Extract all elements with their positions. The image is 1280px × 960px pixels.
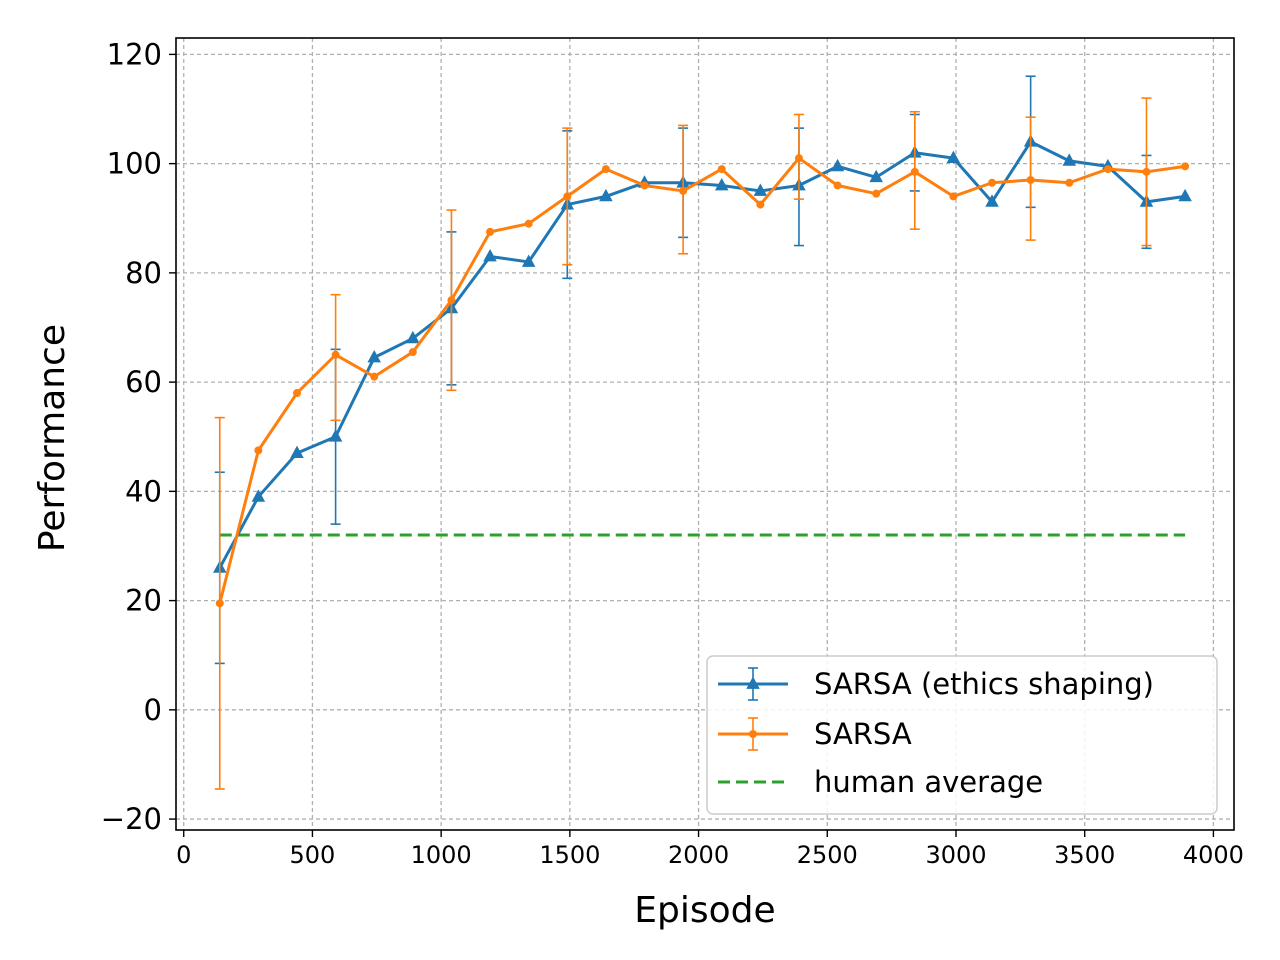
sarsa-ethics-point (714, 177, 729, 191)
sarsa-ethics-point (985, 194, 999, 207)
sarsa-point (910, 167, 919, 176)
x-tick-label: 500 (290, 841, 336, 869)
x-tick-label: 0 (176, 841, 191, 869)
sarsa-point (833, 181, 842, 190)
sarsa-point (1142, 167, 1151, 176)
x-tick-label: 3000 (925, 841, 986, 869)
sarsa-ethics-point (483, 248, 497, 262)
y-tick-label: 20 (125, 584, 162, 618)
sarsa-point (988, 178, 997, 187)
series-layer (213, 75, 1192, 790)
sarsa-point (601, 165, 610, 174)
x-tick-label: 3500 (1054, 841, 1115, 869)
y-tick-label: 60 (125, 365, 162, 399)
sarsa-point (640, 181, 649, 190)
sarsa-ethics-line (218, 140, 1186, 569)
y-tick-label: −20 (101, 802, 162, 836)
legend: SARSA (ethics shaping) SARSA human average (706, 655, 1218, 815)
sarsa-point (872, 189, 881, 198)
sarsa-point (949, 192, 958, 201)
x-tick-label: 2000 (668, 841, 729, 869)
x-tick-label: 4000 (1183, 841, 1244, 869)
axes-frame (175, 37, 1235, 831)
sarsa-ethics-point (946, 150, 961, 164)
sarsa-ethics-point (521, 254, 536, 267)
sarsa-ethics-point (1062, 153, 1077, 166)
legend-box (706, 655, 1218, 815)
sarsa-ethics-point (1178, 188, 1192, 202)
y-tick-label: 80 (125, 256, 162, 290)
y-tick-label: 40 (125, 474, 162, 508)
x-tick-label: 1000 (411, 841, 472, 869)
sarsa-point (292, 389, 301, 398)
sarsa-ethics-point (830, 158, 845, 172)
x-axis-label: Episode (634, 890, 775, 931)
sarsa-ethics-point (753, 183, 768, 196)
legend-marker-sarsa-ethics (746, 676, 760, 689)
y-axis-label: Performance (32, 324, 73, 552)
sarsa-point (563, 192, 572, 201)
sarsa-point (408, 348, 417, 357)
y-tick-label: 100 (107, 147, 162, 181)
sarsa-ethics-point (406, 330, 420, 344)
sarsa-point (794, 154, 803, 163)
sarsa-point (447, 296, 456, 305)
legend-label-sarsa-ethics: SARSA (ethics shaping) (814, 667, 1154, 701)
y-tick-label: 0 (144, 693, 162, 727)
sarsa-ethics-point (367, 350, 381, 363)
sarsa-point (1181, 162, 1190, 171)
ticks: 0 500 1000 1500 2000 2500 3000 3500 4000 −20 0 20 40… (101, 37, 1244, 869)
series-sarsa (214, 97, 1190, 790)
sarsa-ethics-point (599, 188, 613, 202)
y-tick-label: 120 (107, 37, 162, 71)
sarsa-ethics-point (251, 489, 266, 502)
legend-marker-sarsa (749, 730, 757, 738)
sarsa-point (1065, 178, 1074, 187)
sarsa-ethics-point (328, 429, 343, 442)
sarsa-point (679, 186, 688, 195)
sarsa-point (756, 200, 765, 209)
sarsa-point (254, 446, 263, 455)
legend-label-human-average: human average (814, 765, 1043, 799)
sarsa-ethics-point (290, 445, 304, 458)
sarsa-point (331, 350, 340, 359)
sarsa-point (1026, 176, 1035, 185)
sarsa-point (215, 599, 224, 608)
sarsa-point (524, 219, 533, 228)
x-tick-label: 1500 (539, 841, 600, 869)
sarsa-ethics-point (869, 169, 883, 183)
sarsa-point (370, 372, 379, 381)
sarsa-point (717, 165, 726, 174)
sarsa-line (218, 156, 1186, 604)
legend-label-sarsa: SARSA (814, 717, 912, 751)
x-tick-label: 2500 (797, 841, 858, 869)
sarsa-point (1103, 165, 1112, 174)
sarsa-point (486, 227, 495, 236)
